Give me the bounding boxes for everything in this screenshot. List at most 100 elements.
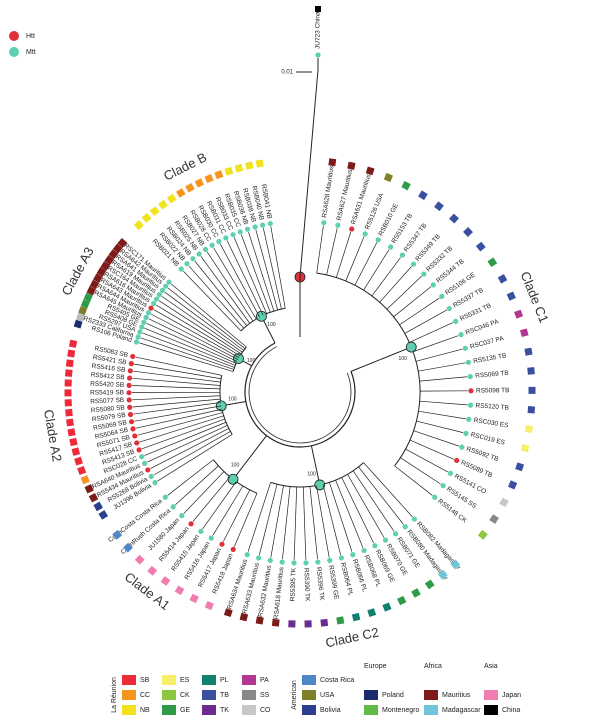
tip-marker — [399, 252, 406, 258]
origin-square — [224, 166, 234, 176]
tip-marker — [267, 557, 273, 564]
legend-marker — [9, 31, 19, 41]
origin-square — [189, 593, 199, 604]
origin-square — [351, 612, 361, 622]
tip-marker — [361, 547, 367, 554]
legend-swatch — [484, 690, 498, 700]
tip-marker — [230, 546, 236, 553]
origin-square — [214, 170, 224, 180]
branch — [262, 227, 282, 310]
legend-swatch — [242, 705, 256, 715]
legend-label: ES — [180, 677, 190, 684]
origin-square — [112, 529, 123, 540]
branch — [302, 486, 307, 560]
origin-square — [527, 406, 536, 414]
legend-swatch — [162, 675, 176, 685]
branch — [146, 323, 237, 364]
origin-square — [108, 249, 119, 260]
tip-marker — [156, 292, 163, 298]
legend-swatch — [364, 690, 378, 700]
tip-marker — [128, 419, 135, 425]
origin-square — [78, 306, 88, 316]
leaf-label: JU723 China — [315, 11, 322, 49]
origin-square — [98, 510, 109, 520]
branch — [194, 260, 248, 326]
leaf-label: RSB064 PL — [339, 562, 354, 597]
branch — [371, 257, 401, 297]
legend-label: Htt — [26, 33, 35, 40]
branch — [335, 231, 352, 278]
legend-label: TB — [220, 692, 229, 699]
tip-marker — [446, 305, 452, 312]
origin-square — [499, 497, 509, 508]
branch — [309, 486, 318, 560]
branch — [316, 225, 324, 274]
tip-marker — [126, 375, 133, 381]
branch — [220, 243, 261, 318]
branch — [233, 237, 268, 314]
leaf-label: RSC019 ES — [470, 431, 506, 446]
legend-marker — [9, 47, 19, 57]
clade-label: Clade B — [161, 149, 209, 183]
tip-marker — [128, 361, 134, 367]
tip-marker — [142, 460, 148, 466]
origin-square — [382, 602, 392, 612]
leaf-label: RS5419 SB — [90, 389, 124, 396]
origin-square — [487, 257, 498, 268]
support-value: 100 — [247, 358, 256, 364]
tip-marker — [202, 246, 209, 253]
tip-marker — [188, 521, 194, 527]
tip-marker — [139, 454, 145, 460]
branch — [167, 459, 214, 496]
origin-square — [204, 173, 214, 184]
origin-square — [68, 339, 78, 348]
tip-marker — [388, 244, 394, 250]
branch — [153, 309, 240, 358]
node — [227, 473, 239, 485]
node — [314, 479, 326, 491]
branch — [259, 484, 278, 556]
tip-marker — [219, 541, 225, 547]
origin-square — [515, 462, 525, 472]
branch — [270, 485, 284, 558]
tip-marker — [372, 543, 378, 549]
tip-marker — [179, 512, 185, 519]
branch — [335, 479, 364, 548]
origin-square — [66, 418, 74, 427]
branch — [386, 275, 422, 310]
origin-square — [64, 369, 73, 377]
branch — [419, 400, 468, 406]
tip-marker — [260, 222, 266, 228]
origin-square — [194, 178, 205, 188]
branch — [418, 362, 466, 372]
origin-square — [158, 199, 169, 210]
support-value: 100 — [228, 396, 237, 402]
branch — [212, 485, 244, 536]
branch — [345, 236, 365, 282]
tip-marker — [127, 411, 134, 418]
tip-marker — [321, 220, 327, 226]
tip-marker — [350, 552, 356, 558]
origin-square — [520, 328, 529, 338]
origin-square — [434, 201, 444, 212]
tip-marker — [463, 430, 469, 436]
tip-marker — [440, 483, 446, 489]
branch — [226, 240, 264, 316]
origin-square — [450, 559, 461, 570]
legend-label: Madagascar — [442, 707, 481, 714]
branch — [394, 465, 433, 496]
branch — [223, 489, 251, 542]
tip-marker — [130, 353, 136, 360]
tip-marker — [130, 426, 136, 432]
origin-square — [477, 529, 488, 540]
legend-swatch — [242, 675, 256, 685]
origin-square — [67, 428, 76, 437]
leaf-label: RS5399 GE — [327, 565, 340, 601]
branch — [192, 476, 231, 522]
leaf-label: RSA627 Mauritius — [336, 168, 355, 221]
legend-label: Poland — [382, 692, 404, 699]
branch — [161, 296, 243, 353]
tip-marker — [410, 261, 417, 267]
